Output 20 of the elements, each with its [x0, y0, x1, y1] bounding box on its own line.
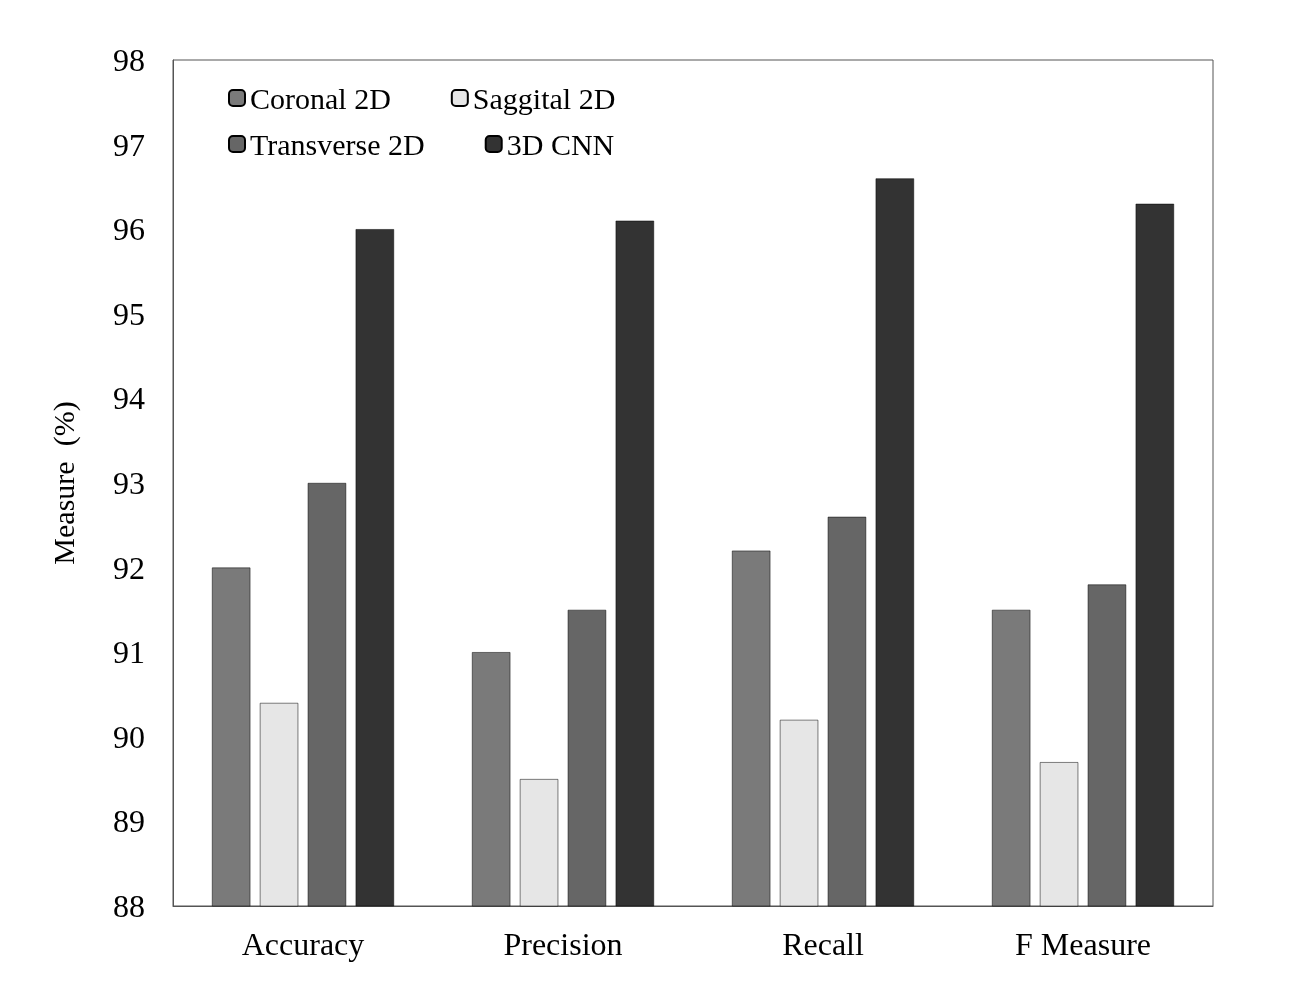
x-tick-label: Accuracy [241, 926, 365, 962]
y-tick-label: 91 [113, 634, 145, 671]
x-tick-label: Recall [782, 926, 864, 962]
legend-label: Transverse 2D [250, 127, 425, 161]
y-tick-label: 97 [113, 126, 145, 163]
y-tick-label: 95 [113, 295, 145, 332]
legend-label: Saggital 2D [472, 81, 616, 115]
y-tick-label: 94 [113, 380, 145, 417]
y-tick-label: 90 [113, 718, 145, 755]
y-tick-label: 88 [113, 888, 145, 924]
y-tick-label: 93 [113, 465, 145, 501]
legend-label: Coronal 2D [250, 81, 391, 115]
y-axis-title: Measure (%) [46, 401, 81, 565]
x-tick-label: Precision [503, 926, 623, 962]
y-tick-label: 98 [113, 42, 145, 78]
x-tick-label: F Measure [1015, 926, 1151, 962]
y-tick-label: 96 [113, 211, 145, 248]
y-tick-label: 92 [113, 549, 145, 586]
y-tick-label: 89 [113, 803, 145, 840]
legend-label: 3D CNN [506, 127, 615, 161]
